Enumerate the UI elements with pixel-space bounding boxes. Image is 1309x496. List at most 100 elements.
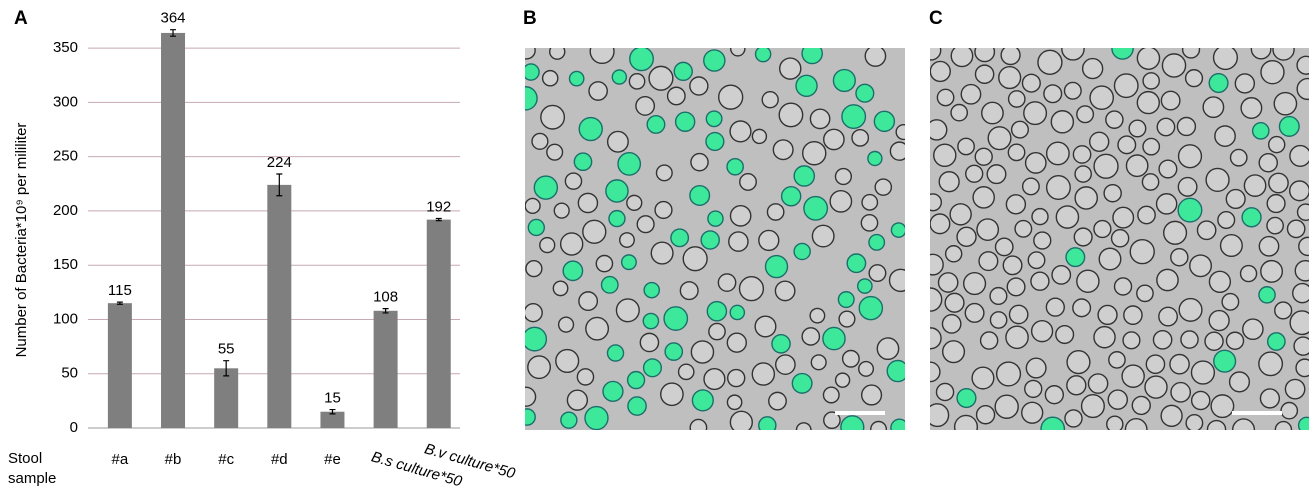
droplet: [1219, 233, 1243, 258]
droplet: [1027, 251, 1046, 270]
y-tick-label: 350: [53, 39, 78, 56]
droplet: [1180, 330, 1199, 349]
droplet: [1124, 417, 1148, 430]
fluorescent-droplet: [691, 389, 714, 412]
fluorescent-droplet: [1177, 197, 1203, 223]
droplet: [578, 291, 599, 312]
droplet: [1113, 277, 1133, 296]
droplet: [525, 48, 536, 60]
fluorescent-droplet: [642, 312, 660, 330]
droplet: [1161, 53, 1187, 78]
droplet: [1178, 297, 1203, 322]
fluorescent-droplet: [525, 63, 540, 81]
droplet: [1076, 105, 1095, 124]
droplet: [626, 194, 643, 211]
fluorescent-droplet: [795, 74, 818, 98]
droplet: [553, 202, 570, 219]
droplet: [718, 84, 744, 110]
droplet: [540, 104, 566, 130]
droplet: [751, 128, 768, 145]
droplet: [1142, 137, 1161, 156]
droplet: [1141, 173, 1160, 191]
droplet: [1024, 379, 1043, 399]
droplet: [1093, 219, 1112, 239]
droplet: [615, 298, 640, 323]
droplet: [708, 322, 726, 341]
droplet: [546, 143, 564, 161]
droplet: [1008, 304, 1029, 325]
fluorescent-droplet: [646, 114, 666, 134]
droplet: [1089, 85, 1115, 111]
droplet: [933, 143, 957, 168]
droplet: [950, 48, 974, 68]
fluorescent-droplet: [868, 233, 886, 251]
droplet: [778, 102, 804, 128]
fluorescent-droplet: [527, 218, 546, 237]
droplet: [1066, 375, 1087, 396]
droplet: [1031, 207, 1049, 226]
droplet: [1259, 388, 1281, 409]
droplet: [1258, 152, 1278, 173]
droplet: [689, 418, 708, 430]
fluorescent-droplet: [793, 165, 816, 187]
droplet: [1170, 247, 1189, 267]
droplet: [1158, 306, 1178, 327]
droplet: [1225, 188, 1246, 210]
droplet: [1221, 292, 1240, 311]
droplet: [761, 91, 779, 109]
fluorescent-droplet: [1241, 207, 1262, 228]
fluorescent-droplet: [890, 222, 905, 238]
droplet: [1093, 325, 1116, 349]
droplet: [682, 246, 708, 272]
droplet: [751, 362, 776, 386]
droplet: [1293, 336, 1309, 356]
droplet: [636, 215, 655, 234]
droplet: [1260, 259, 1284, 283]
fluorescent-droplet: [791, 372, 813, 394]
droplet: [998, 65, 1022, 90]
droplet: [1137, 205, 1156, 225]
droplet: [1196, 220, 1217, 241]
droplet: [689, 76, 709, 96]
droplet: [976, 218, 1000, 242]
fluorescent-droplet: [890, 418, 905, 430]
droplet: [975, 405, 996, 425]
droplet: [559, 232, 584, 256]
droplet: [1229, 148, 1248, 167]
bar: [320, 411, 345, 428]
droplet: [1225, 331, 1245, 350]
droplet: [822, 386, 840, 404]
droplet: [838, 310, 856, 328]
droplet: [858, 360, 875, 377]
droplet: [1296, 55, 1309, 75]
droplet: [1055, 324, 1075, 345]
droplet: [525, 302, 543, 323]
fluorescent-droplet: [771, 333, 791, 354]
fluorescent-droplet: [626, 370, 646, 390]
droplet: [1268, 172, 1289, 194]
droplet: [654, 200, 673, 220]
fluorescent-droplet: [754, 48, 772, 63]
droplet: [1266, 216, 1284, 235]
fluorescent-droplet: [1297, 416, 1309, 430]
droplet: [1055, 205, 1080, 229]
droplet: [981, 101, 1004, 125]
droplet: [1105, 110, 1124, 129]
droplet: [1076, 269, 1100, 293]
fluorescent-droplet: [673, 61, 693, 82]
droplet: [1007, 90, 1026, 108]
fluorescent-droplet: [840, 415, 865, 430]
fluorescent-droplet: [1258, 286, 1276, 304]
droplet: [549, 48, 566, 60]
droplet: [1206, 419, 1227, 430]
droplet: [1202, 96, 1225, 119]
droplet: [1014, 219, 1033, 238]
fluorescent-droplet: [705, 110, 723, 128]
droplet: [1208, 309, 1230, 332]
droplet: [1123, 305, 1143, 325]
fluorescent-droplet: [729, 304, 746, 321]
droplet: [1250, 48, 1272, 60]
droplet: [1045, 297, 1065, 317]
error-bar: [276, 173, 283, 197]
